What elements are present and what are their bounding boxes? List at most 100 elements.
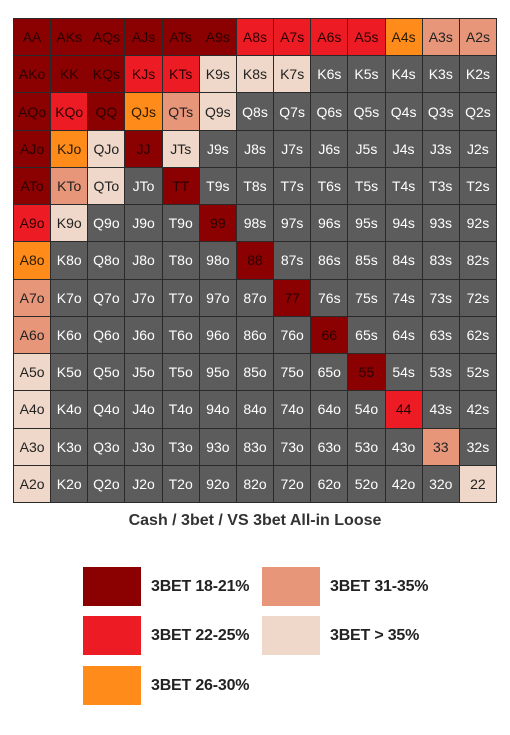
- hand-cell: A2s: [459, 19, 496, 56]
- hand-cell: K6o: [51, 316, 88, 354]
- hand-cell: J6o: [125, 316, 162, 354]
- hand-cell: A4s: [385, 19, 422, 56]
- hand-cell: A6s: [311, 19, 348, 56]
- hand-cell: Q9s: [199, 93, 236, 130]
- hand-cell: 82s: [459, 242, 496, 279]
- hand-cell: 73s: [422, 279, 459, 316]
- hand-cell: 98o: [199, 242, 236, 279]
- hand-cell: AA: [14, 19, 51, 56]
- hand-cell: 85o: [236, 354, 274, 391]
- hand-cell: K8s: [236, 56, 274, 93]
- legend-swatch: [262, 616, 320, 655]
- hand-cell: 98s: [236, 205, 274, 242]
- hand-cell: 83s: [422, 242, 459, 279]
- legend-item-3bet-18-21: 3BET 18-21%: [83, 567, 249, 606]
- hand-cell: 94s: [385, 205, 422, 242]
- hand-range-grid: AA AKs AQs AJs ATs A9s A8s A7s A6s A5s A4s A3s A2s AK…: [13, 18, 497, 503]
- hand-cell: 83o: [236, 428, 274, 465]
- hand-cell: 65s: [348, 316, 385, 354]
- legend-label: 3BET 22-25%: [151, 626, 250, 644]
- hand-cell: Q7o: [88, 279, 125, 316]
- hand-cell: JTo: [125, 167, 162, 205]
- legend-item-3bet-26-30: 3BET 26-30%: [83, 666, 249, 705]
- hand-cell: A2o: [14, 465, 51, 502]
- hand-cell: 62o: [311, 465, 348, 502]
- legend-item-3bet-over-35: 3BET > 35%: [262, 616, 419, 655]
- hand-cell: A5o: [14, 354, 51, 391]
- hand-cell: 88: [236, 242, 274, 279]
- hand-cell: AJo: [14, 130, 51, 167]
- hand-cell: K6s: [311, 56, 348, 93]
- hand-cell: T9o: [162, 205, 199, 242]
- hand-cell: 84s: [385, 242, 422, 279]
- hand-cell: Q2o: [88, 465, 125, 502]
- legend-item-3bet-31-35: 3BET 31-35%: [262, 567, 428, 606]
- hand-cell: 94o: [199, 391, 236, 428]
- hand-cell: 99: [199, 205, 236, 242]
- hand-cell: T8o: [162, 242, 199, 279]
- hand-cell: Q5s: [348, 93, 385, 130]
- hand-cell: K5s: [348, 56, 385, 93]
- hand-cell: K3o: [51, 428, 88, 465]
- hand-cell: 95o: [199, 354, 236, 391]
- hand-cell: J2s: [459, 130, 496, 167]
- hand-cell: T8s: [236, 167, 274, 205]
- hand-cell: J4o: [125, 391, 162, 428]
- hand-cell: A3o: [14, 428, 51, 465]
- hand-cell: AKo: [14, 56, 51, 93]
- hand-cell: 52o: [348, 465, 385, 502]
- hand-cell: 85s: [348, 242, 385, 279]
- hand-cell: K9o: [51, 205, 88, 242]
- hand-cell: 53s: [422, 354, 459, 391]
- hand-cell: T2o: [162, 465, 199, 502]
- hand-cell: 53o: [348, 428, 385, 465]
- hand-cell: A9o: [14, 205, 51, 242]
- hand-cell: Q6s: [311, 93, 348, 130]
- hand-cell: 93o: [199, 428, 236, 465]
- hand-cell: 66: [311, 316, 348, 354]
- hand-cell: 87o: [236, 279, 274, 316]
- hand-cell: Q3o: [88, 428, 125, 465]
- hand-cell: A4o: [14, 391, 51, 428]
- hand-cell: 64o: [311, 391, 348, 428]
- hand-cell: J8o: [125, 242, 162, 279]
- hand-cell: 93s: [422, 205, 459, 242]
- hand-cell: 43s: [422, 391, 459, 428]
- hand-cell: Q6o: [88, 316, 125, 354]
- hand-cell: K7o: [51, 279, 88, 316]
- hand-cell: 97s: [274, 205, 311, 242]
- hand-cell: T6o: [162, 316, 199, 354]
- hand-cell: K2s: [459, 56, 496, 93]
- hand-cell: Q3s: [422, 93, 459, 130]
- hand-cell: T3s: [422, 167, 459, 205]
- hand-cell: 65o: [311, 354, 348, 391]
- hand-cell: AKs: [51, 19, 88, 56]
- hand-cell: 74s: [385, 279, 422, 316]
- hand-cell: T5o: [162, 354, 199, 391]
- hand-cell: K4o: [51, 391, 88, 428]
- hand-cell: 87s: [274, 242, 311, 279]
- hand-cell: K3s: [422, 56, 459, 93]
- hand-cell: T4s: [385, 167, 422, 205]
- hand-cell: A9s: [199, 19, 236, 56]
- hand-cell: 92s: [459, 205, 496, 242]
- hand-cell: Q4s: [385, 93, 422, 130]
- hand-cell: 42s: [459, 391, 496, 428]
- hand-cell: 22: [459, 465, 496, 502]
- hand-cell: KQs: [88, 56, 125, 93]
- hand-cell: 82o: [236, 465, 274, 502]
- hand-cell: 77: [274, 279, 311, 316]
- hand-cell: Q8s: [236, 93, 274, 130]
- hand-cell: T9s: [199, 167, 236, 205]
- hand-cell: A3s: [422, 19, 459, 56]
- hand-cell: 76o: [274, 316, 311, 354]
- hand-cell: 76s: [311, 279, 348, 316]
- hand-cell: 62s: [459, 316, 496, 354]
- hand-cell: 32s: [459, 428, 496, 465]
- hand-cell: 96s: [311, 205, 348, 242]
- hand-cell: J8s: [236, 130, 274, 167]
- hand-cell: JJ: [125, 130, 162, 167]
- hand-cell: J5o: [125, 354, 162, 391]
- hand-cell: 72s: [459, 279, 496, 316]
- hand-cell: T5s: [348, 167, 385, 205]
